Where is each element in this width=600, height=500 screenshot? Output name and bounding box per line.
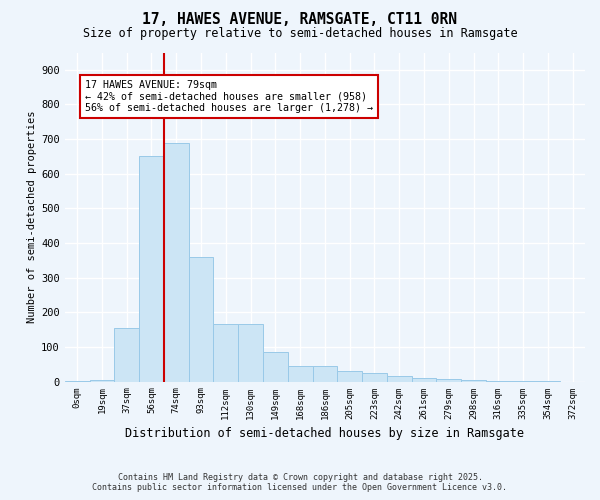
Bar bbox=[288, 366, 313, 382]
Bar bbox=[65, 380, 89, 382]
Bar bbox=[387, 376, 412, 382]
Bar bbox=[238, 324, 263, 382]
Bar bbox=[188, 257, 214, 382]
Bar bbox=[214, 324, 238, 382]
Bar bbox=[461, 380, 486, 382]
Text: 17 HAWES AVENUE: 79sqm
← 42% of semi-detached houses are smaller (958)
56% of se: 17 HAWES AVENUE: 79sqm ← 42% of semi-det… bbox=[85, 80, 373, 114]
Bar bbox=[164, 142, 188, 382]
Bar bbox=[313, 366, 337, 382]
Bar bbox=[436, 379, 461, 382]
Y-axis label: Number of semi-detached properties: Number of semi-detached properties bbox=[27, 111, 37, 324]
Text: 17, HAWES AVENUE, RAMSGATE, CT11 0RN: 17, HAWES AVENUE, RAMSGATE, CT11 0RN bbox=[143, 12, 458, 28]
Text: Size of property relative to semi-detached houses in Ramsgate: Size of property relative to semi-detach… bbox=[83, 28, 517, 40]
Bar bbox=[511, 381, 535, 382]
Bar bbox=[89, 380, 115, 382]
Bar bbox=[486, 380, 511, 382]
Bar bbox=[115, 328, 139, 382]
Bar bbox=[362, 373, 387, 382]
X-axis label: Distribution of semi-detached houses by size in Ramsgate: Distribution of semi-detached houses by … bbox=[125, 427, 524, 440]
Text: Contains HM Land Registry data © Crown copyright and database right 2025.
Contai: Contains HM Land Registry data © Crown c… bbox=[92, 473, 508, 492]
Bar bbox=[412, 378, 436, 382]
Bar bbox=[139, 156, 164, 382]
Bar bbox=[337, 371, 362, 382]
Bar bbox=[263, 352, 288, 382]
